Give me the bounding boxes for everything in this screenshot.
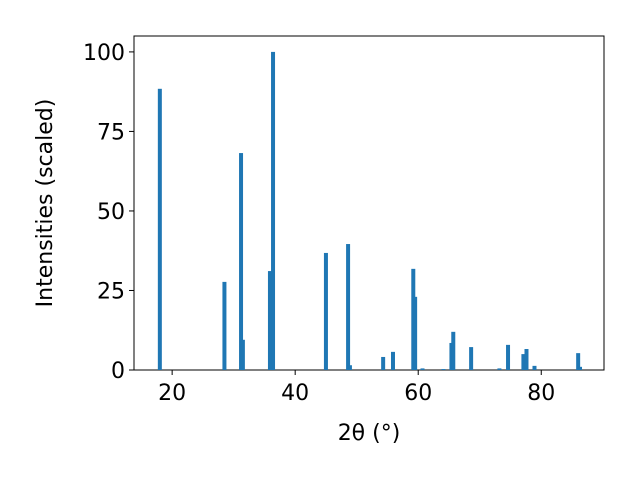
bar (347, 365, 352, 370)
bar (441, 369, 446, 370)
bar (506, 344, 511, 370)
x-axis-label: 2θ (°) (338, 421, 401, 446)
bar (346, 244, 351, 370)
x-tick-label: 80 (527, 381, 555, 406)
y-axis-label: Intensities (scaled) (33, 99, 58, 308)
bar (157, 88, 162, 371)
bar (267, 271, 272, 370)
bar (524, 349, 529, 370)
bar (497, 368, 502, 370)
y-tick-label: 75 (97, 120, 125, 145)
bar (323, 252, 328, 370)
bar (420, 368, 425, 370)
plot-frame (133, 35, 605, 371)
bar (521, 354, 526, 370)
bar (413, 296, 418, 370)
x-tick-label: 60 (404, 381, 432, 406)
bar (240, 339, 245, 370)
y-tick-label: 0 (111, 359, 125, 384)
bar (381, 356, 386, 370)
bar (469, 347, 474, 370)
bar (271, 51, 276, 371)
x-tick-label: 20 (158, 381, 186, 406)
bar (222, 281, 227, 370)
bar (451, 331, 456, 370)
x-tick-label: 40 (281, 381, 309, 406)
y-tick-label: 50 (97, 200, 125, 225)
bar (390, 351, 395, 370)
bar (578, 366, 583, 370)
bar (576, 353, 581, 370)
bar (532, 365, 537, 370)
y-tick-label: 100 (83, 41, 125, 66)
y-tick-label: 25 (97, 279, 125, 304)
bar (239, 153, 244, 370)
